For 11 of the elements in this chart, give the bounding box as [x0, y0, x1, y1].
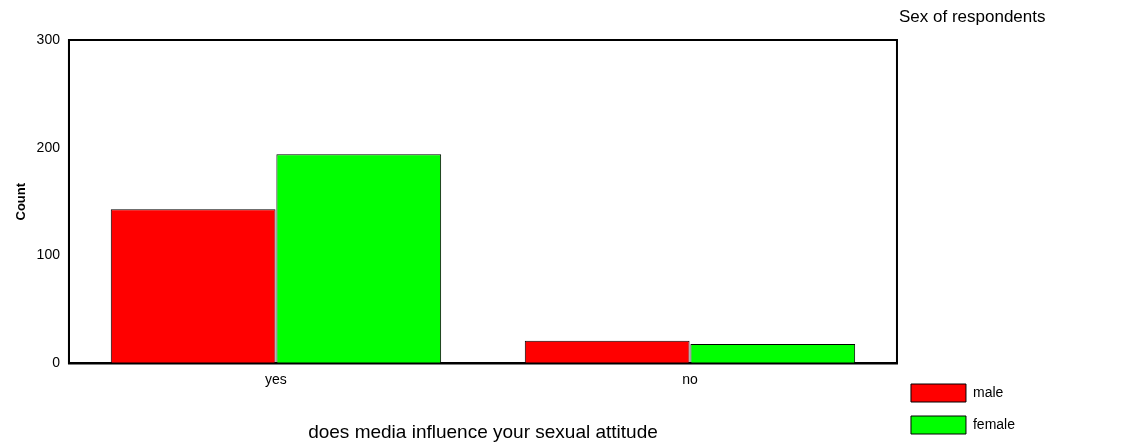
legend-label: female: [972, 415, 1016, 432]
y-tick-label: 0: [52, 354, 61, 371]
legend-title: Sex of respondents: [898, 7, 1046, 27]
y-tick-label: 100: [36, 246, 61, 263]
x-axis-title: does media influence your sexual attitude: [308, 420, 658, 442]
x-tick-label: no: [682, 370, 698, 387]
y-axis-title: Count: [13, 182, 29, 221]
y-tick-label: 300: [36, 30, 61, 47]
x-tick-label: yes: [265, 370, 287, 387]
legend-label: male: [972, 383, 1004, 400]
y-tick-label: 200: [36, 138, 61, 155]
